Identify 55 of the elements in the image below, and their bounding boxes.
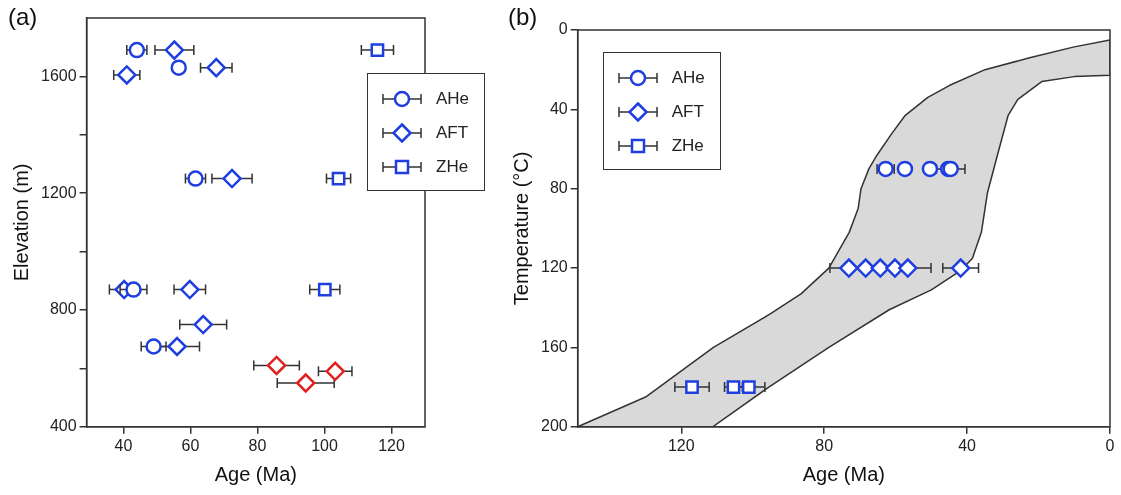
point xyxy=(839,258,859,278)
point xyxy=(266,355,287,376)
y-axis-title: Elevation (m) xyxy=(9,163,32,282)
point xyxy=(325,361,345,382)
point xyxy=(222,168,242,189)
x-tick-label: 40 xyxy=(114,436,133,454)
point xyxy=(206,57,227,78)
y-tick-label: 1200 xyxy=(41,183,77,201)
y-tick-label: 160 xyxy=(540,337,568,355)
point xyxy=(950,258,971,278)
point xyxy=(921,160,939,178)
y-tick-label: 40 xyxy=(549,99,568,117)
legend-label: AHe xyxy=(436,89,470,109)
legend-label: ZHe xyxy=(671,136,704,156)
x-axis-title: Age (Ma) xyxy=(214,462,297,485)
x-tick-label: 80 xyxy=(248,436,267,454)
point xyxy=(295,373,316,393)
point xyxy=(898,258,918,278)
point xyxy=(117,65,137,85)
x-tick-label: 100 xyxy=(311,436,338,454)
x-tick-label: 40 xyxy=(958,436,977,454)
point xyxy=(855,258,876,278)
point xyxy=(145,338,162,355)
point xyxy=(317,282,332,297)
chart-title: (b) xyxy=(508,2,538,30)
y-tick-label: 0 xyxy=(558,20,568,38)
y-tick-label: 80 xyxy=(549,179,568,197)
point xyxy=(167,336,187,357)
point xyxy=(170,59,187,76)
point xyxy=(741,380,756,395)
legend-label: AFT xyxy=(671,102,704,122)
point xyxy=(370,43,385,58)
legend-label: AFT xyxy=(436,123,469,143)
y-tick-label: 400 xyxy=(49,417,77,435)
x-tick-label: 60 xyxy=(181,436,200,454)
point xyxy=(193,314,213,335)
point xyxy=(896,160,914,178)
x-axis-title: Age (Ma) xyxy=(802,462,885,485)
y-tick-label: 200 xyxy=(540,417,568,435)
y-tick-label: 1600 xyxy=(41,66,77,84)
point xyxy=(125,281,142,298)
x-tick-label: 120 xyxy=(667,436,695,454)
legend-label: ZHe xyxy=(436,157,469,177)
chart-title: (a) xyxy=(8,2,38,30)
x-tick-label: 120 xyxy=(378,436,405,454)
y-tick-label: 800 xyxy=(49,300,77,318)
y-tick-label: 120 xyxy=(540,258,568,276)
point xyxy=(164,40,185,60)
x-tick-label: 80 xyxy=(815,436,834,454)
point xyxy=(331,171,346,186)
point xyxy=(685,380,699,395)
x-tick-label: 0 xyxy=(1105,436,1115,454)
legend-label: AHe xyxy=(671,68,705,88)
point xyxy=(180,279,200,300)
y-axis-title: Temperature (°C) xyxy=(509,151,532,306)
